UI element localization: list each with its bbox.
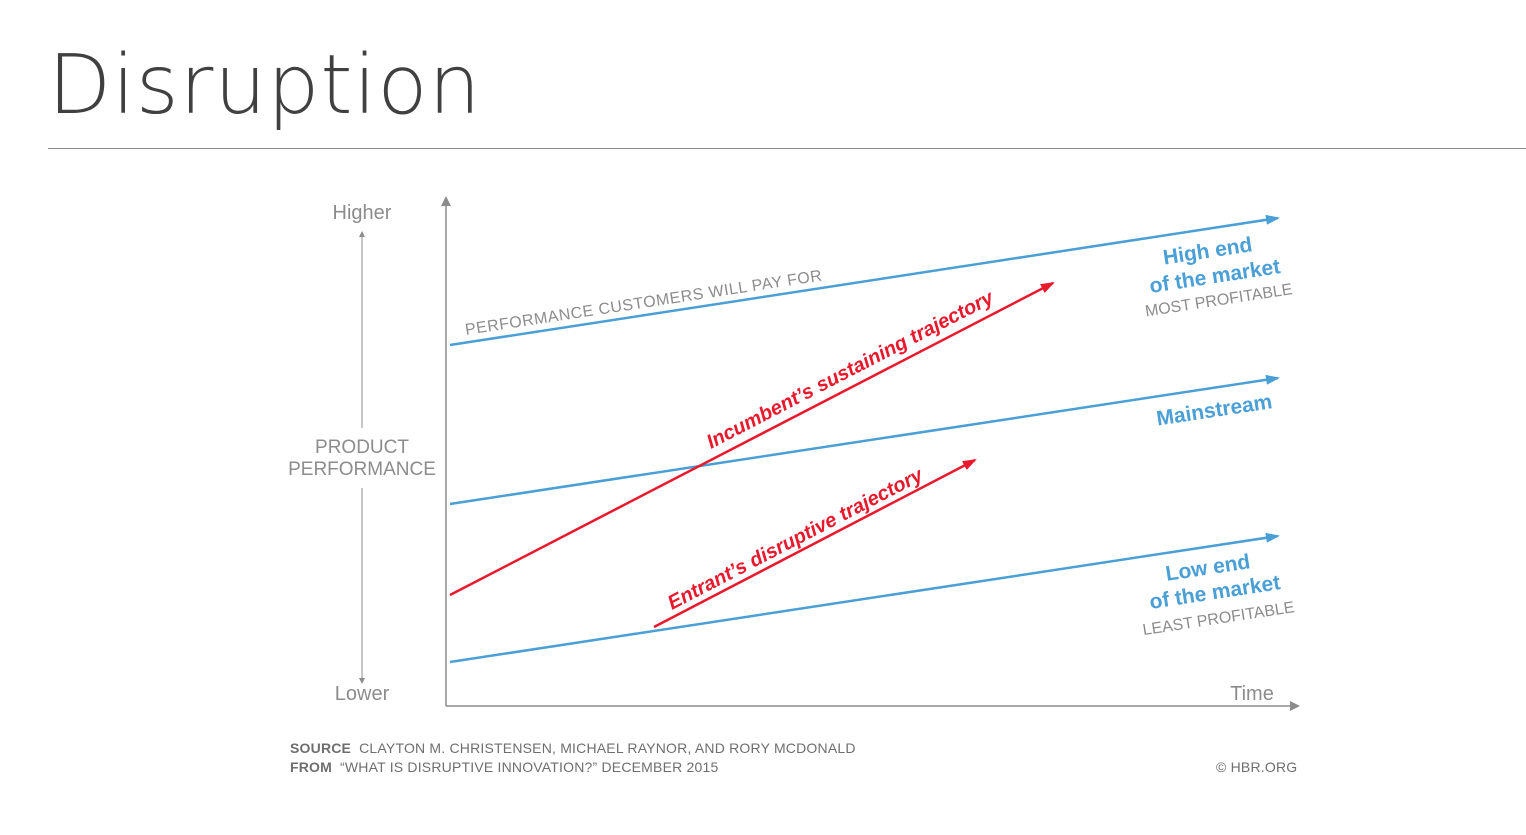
top-line-label: PERFORMANCE CUSTOMERS WILL PAY FOR <box>464 268 823 339</box>
low-end-line <box>449 532 1280 664</box>
slide-title: Disruption <box>48 38 482 133</box>
from-text: “WHAT IS DISRUPTIVE INNOVATION?” DECEMBE… <box>340 759 719 775</box>
y-axis-label-line1: PRODUCT <box>315 437 409 458</box>
entrant-trajectory-label: Entrant’s disruptive trajectory <box>664 464 927 615</box>
x-axis-time-label: Time <box>1230 683 1274 705</box>
title-divider <box>48 148 1526 149</box>
mainstream-line <box>449 374 1280 506</box>
high-end-line <box>449 214 1280 347</box>
entrant-trajectory-arrow <box>653 458 977 629</box>
hbr-credit: © HBR.ORG <box>1216 759 1298 775</box>
y-axis-lower-label: Lower <box>335 683 390 705</box>
incumbent-trajectory-arrow <box>449 281 1055 597</box>
source-key: SOURCE <box>290 740 352 756</box>
y-axis-higher-label: Higher <box>333 202 392 224</box>
source-line: SOURCE CLAYTON M. CHRISTENSEN, MICHAEL RA… <box>290 740 856 756</box>
from-line: FROM “WHAT IS DISRUPTIVE INNOVATION?” DEC… <box>290 759 718 775</box>
mainstream-label: Mainstream <box>1155 390 1274 430</box>
source-text: CLAYTON M. CHRISTENSEN, MICHAEL RAYNOR, … <box>359 740 856 756</box>
y-axis-label-line2: PERFORMANCE <box>288 459 436 480</box>
from-key: FROM <box>290 759 333 775</box>
